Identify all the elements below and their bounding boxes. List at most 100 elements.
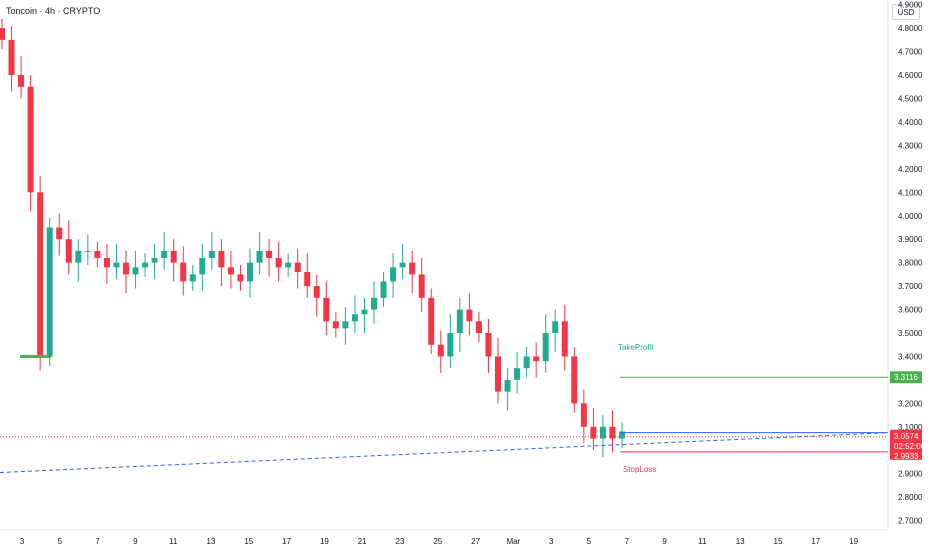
- price-tick-label: 4.3000: [898, 141, 923, 150]
- price-tick-label: 4.9000: [898, 1, 923, 10]
- candle-body: [390, 267, 397, 282]
- takeprofit-label: TakeProfit: [618, 343, 654, 352]
- time-tick-label: 13: [736, 537, 745, 546]
- candle-body: [304, 272, 311, 287]
- time-tick-label: 21: [358, 537, 367, 546]
- price-tick-label: 4.0000: [898, 212, 923, 221]
- time-tick-label: 9: [662, 537, 667, 546]
- candle-body: [27, 86, 34, 193]
- candle-body: [599, 426, 606, 439]
- candle-body: [84, 250, 91, 252]
- candle-body: [609, 426, 616, 439]
- candle-body: [409, 262, 416, 275]
- time-tick-label: 5: [587, 537, 592, 546]
- time-tick-label: 19: [849, 537, 858, 546]
- price-tick-label: 4.4000: [898, 118, 923, 127]
- candle-body: [428, 297, 435, 345]
- price-tick-label: 4.2000: [898, 165, 923, 174]
- candle-body: [351, 314, 358, 322]
- candle-body: [466, 309, 473, 322]
- candle-body: [199, 257, 206, 275]
- last-price-badge-text: 3.0574: [894, 432, 919, 441]
- price-tick-label: 2.7000: [898, 517, 923, 526]
- price-tick-label: 4.7000: [898, 48, 923, 57]
- candle-body: [103, 257, 110, 268]
- candle-body: [313, 286, 320, 298]
- price-tick-label: 4.1000: [898, 188, 923, 197]
- candle-body: [75, 250, 82, 263]
- candle-body: [170, 250, 177, 263]
- time-tick-label: 7: [625, 537, 630, 546]
- candle-body: [475, 321, 482, 334]
- candle-body: [342, 321, 349, 329]
- candle-body: [237, 274, 244, 282]
- candle-body: [552, 321, 559, 334]
- time-tick-label: 27: [471, 537, 480, 546]
- candle-body: [189, 274, 196, 282]
- time-tick-label: 11: [698, 537, 707, 546]
- candle-body: [561, 321, 568, 357]
- candle-body: [285, 262, 292, 268]
- price-tick-label: 3.7000: [898, 282, 923, 291]
- last-price-badge-text: 02:52:06: [894, 442, 926, 451]
- time-tick-label: 7: [95, 537, 100, 546]
- candle-body: [437, 344, 444, 357]
- candle-body: [266, 250, 273, 258]
- candle-body: [542, 333, 549, 362]
- candle-body: [132, 267, 139, 275]
- takeprofit-price-badge-bg: [890, 371, 922, 384]
- candle-body: [227, 267, 234, 275]
- candle-body: [571, 356, 578, 404]
- price-tick-label: 3.6000: [898, 306, 923, 315]
- candle-body: [275, 257, 282, 268]
- candle-body: [523, 356, 530, 369]
- candle-body: [0, 28, 5, 40]
- candle-body: [332, 321, 339, 329]
- time-tick-label: 17: [282, 537, 291, 546]
- price-tick-label: 4.5000: [898, 94, 923, 103]
- candle-body: [399, 262, 406, 268]
- trend-line: [0, 432, 889, 474]
- time-tick-label: 25: [433, 537, 442, 546]
- time-tick-label: 15: [244, 537, 253, 546]
- time-tick-label: 13: [207, 537, 216, 546]
- candle-body: [218, 250, 225, 268]
- time-tick-label: 3: [549, 537, 554, 546]
- candle-body: [514, 368, 521, 380]
- candle-body: [504, 379, 511, 392]
- candle-body: [590, 426, 597, 439]
- time-tick-label: 3: [20, 537, 25, 546]
- time-axis: 3 5 7 9 11 13 15 17 19 21 23 25 27 Mar 3 5 7 9 11 13 15 17 19: [20, 537, 859, 546]
- candle-body: [46, 227, 53, 357]
- candle-body: [418, 274, 425, 298]
- candle-body: [456, 309, 463, 334]
- takeprofit-price-badge-text: 3.3116: [894, 373, 918, 382]
- candle-body: [361, 309, 368, 315]
- candle-body: [142, 262, 149, 268]
- price-tick-label: 3.8000: [898, 259, 923, 268]
- candle-body: [371, 297, 377, 310]
- price-tick-label: 4.8000: [898, 24, 923, 33]
- candle-body: [323, 297, 330, 322]
- stoploss-price-badge-bg: [890, 449, 922, 460]
- stoploss-price-badge-text: 2.9933: [894, 452, 919, 461]
- candle-body: [447, 333, 454, 357]
- price-tick-label: 2.8000: [898, 493, 923, 502]
- candle-body: [151, 257, 158, 263]
- time-tick-label: 19: [320, 537, 329, 546]
- candle-body: [94, 250, 101, 258]
- time-tick-label: Mar: [507, 537, 521, 546]
- stoploss-label: StopLoss: [623, 465, 656, 474]
- candles: [0, 18, 625, 458]
- candle-body: [18, 75, 25, 87]
- time-tick-label: 23: [396, 537, 405, 546]
- price-tick-label: 2.9000: [898, 470, 923, 479]
- candle-body: [580, 403, 587, 427]
- time-tick-label: 11: [169, 537, 178, 546]
- candle-body: [161, 250, 168, 258]
- candle-body: [37, 192, 44, 357]
- candle-body: [485, 333, 492, 357]
- currency-button[interactable]: USD: [892, 4, 920, 20]
- time-tick-label: 9: [133, 537, 138, 546]
